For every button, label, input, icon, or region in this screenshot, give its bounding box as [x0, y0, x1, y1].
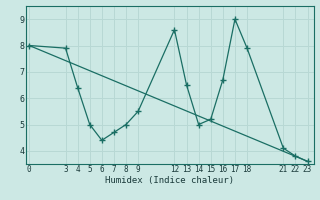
X-axis label: Humidex (Indice chaleur): Humidex (Indice chaleur): [105, 176, 234, 185]
